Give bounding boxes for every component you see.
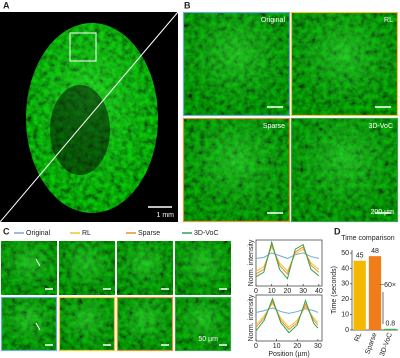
panel-label: A — [3, 0, 10, 10]
x-axis-label: Position (µm) — [268, 351, 309, 358]
y-tick-label: 50 — [341, 250, 349, 257]
brain-inner — [50, 85, 110, 175]
scale-bar-label: 200 µm — [371, 209, 395, 216]
image-border — [290, 117, 399, 223]
legend-label: Original — [26, 230, 51, 237]
profile-line — [35, 258, 41, 267]
diagonal — [0, 11, 179, 223]
plot-frame — [255, 239, 323, 287]
micrograph-glow — [59, 297, 115, 351]
y-axis-label: Norm. intensity — [248, 239, 255, 286]
micrograph-glow — [117, 241, 173, 295]
image-label: Original — [261, 17, 286, 24]
x-tick-label: Sparse — [364, 332, 378, 355]
micrograph-glow — [291, 12, 398, 116]
x-tick-label: RL — [354, 332, 364, 343]
y-tick-label: 30 — [341, 281, 349, 288]
x-tick-label: 10 — [273, 343, 281, 350]
x-tick-label: 20 — [284, 288, 292, 295]
micrograph-glow — [1, 297, 57, 351]
roi-box — [69, 32, 97, 62]
scale-bar-label: 50 µm — [198, 336, 218, 343]
panel-label: C — [3, 226, 10, 236]
x-tick-label: 0 — [254, 343, 258, 350]
micrograph-glow — [291, 118, 398, 222]
x-tick-label: 40 — [315, 288, 323, 295]
value-label: 48 — [371, 248, 379, 255]
annotation: ~60× — [380, 282, 396, 289]
micrograph-glow — [59, 241, 115, 295]
micrograph-glow — [175, 297, 231, 351]
x-tick-label: 10 — [268, 288, 276, 295]
image-border — [174, 296, 232, 352]
plot-frame — [255, 294, 323, 342]
line-series — [255, 240, 320, 280]
chart-title: Time comparison — [341, 235, 395, 242]
image-border — [58, 296, 116, 352]
image-border — [182, 117, 291, 223]
y-tick-label: 10 — [341, 311, 349, 318]
micrograph-glow — [183, 12, 290, 116]
y-axis-label: Norm. intensity — [248, 294, 255, 341]
y-tick-label: 0 — [345, 327, 349, 334]
line-series — [255, 252, 319, 259]
legend-label: Sparse — [138, 230, 160, 237]
y-axis-label: Time (seconds) — [331, 266, 338, 314]
image-border — [116, 296, 174, 352]
legend-label: RL — [82, 230, 91, 237]
image-border — [0, 296, 58, 352]
line-series — [255, 307, 319, 314]
profile-line — [35, 322, 41, 331]
legend-label: 3D-VoC — [194, 230, 219, 237]
image-border — [182, 11, 291, 117]
image-label: Sparse — [263, 123, 285, 130]
x-tick-label: 0 — [254, 288, 258, 295]
x-tick-label: 30 — [314, 343, 322, 350]
scale-bar-label: 1 mm — [157, 212, 175, 219]
micrograph-glow — [117, 297, 173, 351]
image-label: 3D-VoC — [368, 123, 393, 130]
x-tick-label: 3D-VoC — [379, 332, 394, 357]
micrograph-glow — [183, 118, 290, 222]
panel-label: D — [334, 226, 341, 236]
bar — [384, 328, 397, 330]
image-label: RL — [384, 17, 393, 24]
y-tick-label: 20 — [341, 296, 349, 303]
image-border — [290, 11, 399, 117]
value-label: 0.8 — [385, 321, 395, 328]
value-label: 45 — [356, 253, 364, 260]
x-tick-label: 30 — [299, 288, 307, 295]
micrograph-glow — [1, 241, 57, 295]
line-series — [255, 297, 319, 334]
panel-label: B — [184, 0, 191, 10]
bar — [353, 260, 366, 330]
x-tick-label: 20 — [293, 343, 301, 350]
micrograph-glow — [175, 241, 231, 295]
y-tick-label: 40 — [341, 265, 349, 272]
bar — [368, 256, 382, 330]
